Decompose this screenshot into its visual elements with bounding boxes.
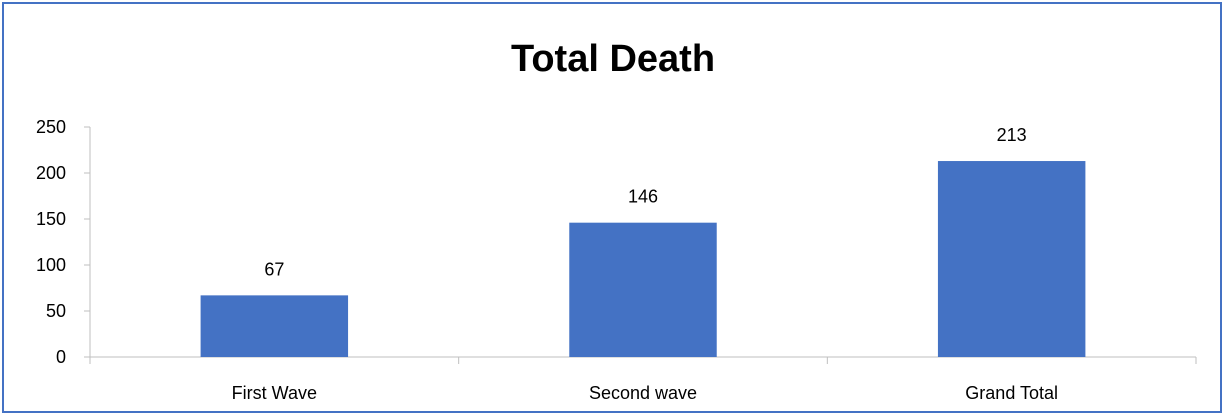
- y-tick-label: 0: [56, 347, 66, 367]
- bar: [200, 295, 349, 357]
- data-labels: 67 146 213: [264, 125, 1026, 279]
- data-label: 213: [997, 125, 1027, 145]
- data-label: 67: [264, 259, 284, 279]
- x-axis: First Wave Second wave Grand Total: [89, 356, 1197, 403]
- bar: [569, 222, 717, 357]
- bar: [937, 161, 1086, 357]
- data-label: 146: [628, 187, 658, 207]
- x-tick-label: Second wave: [589, 383, 697, 403]
- y-tick-label: 200: [36, 163, 66, 183]
- x-tick-label: First Wave: [232, 383, 317, 403]
- y-tick-label: 150: [36, 209, 66, 229]
- y-tick-label: 250: [36, 117, 66, 137]
- chart-title: Total Death: [510, 38, 716, 80]
- x-tick-label: Grand Total: [965, 383, 1058, 403]
- y-axis: 0 50 100 150 200 250: [36, 117, 91, 367]
- bars: [200, 161, 1086, 357]
- y-tick-label: 50: [46, 301, 66, 321]
- y-tick-label: 100: [36, 255, 66, 275]
